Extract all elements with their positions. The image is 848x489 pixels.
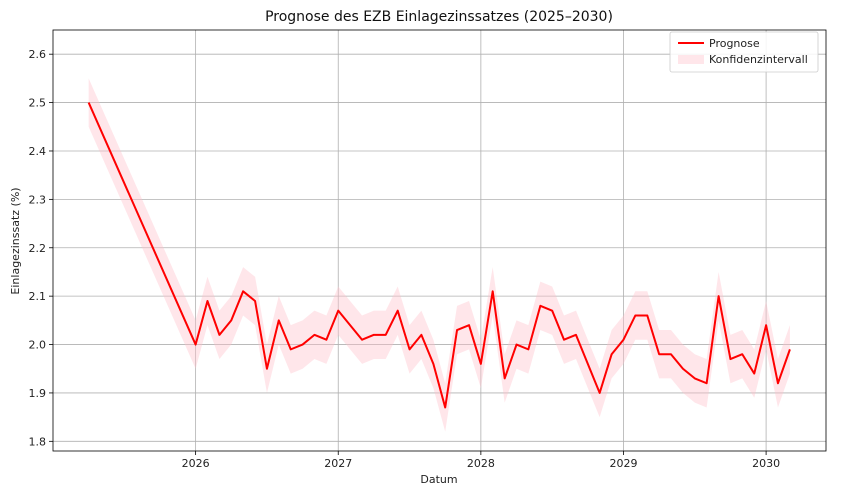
x-tick-label: 2030: [752, 457, 780, 470]
y-tick-label: 2.0: [29, 339, 47, 352]
y-tick-label: 1.8: [29, 435, 47, 448]
y-tick-label: 2.5: [29, 97, 47, 110]
y-tick-label: 2.6: [29, 48, 47, 61]
legend-label-prognose: Prognose: [709, 37, 760, 50]
plot-frame: [52, 29, 827, 452]
y-axis-ticks: 1.8 1.9 2.0 2.1 2.2 2.3 2.4 2.5 2.6: [29, 48, 53, 448]
x-tick-label: 2027: [324, 457, 352, 470]
x-tick-label: 2029: [609, 457, 637, 470]
legend: Prognose Konfidenzintervall: [669, 31, 819, 73]
legend-label-konfidenzintervall: Konfidenzintervall: [709, 53, 808, 66]
y-tick-label: 2.4: [29, 145, 47, 158]
forecast-line: [87, 102, 791, 409]
y-tick-label: 1.9: [29, 387, 47, 400]
y-tick-label: 2.3: [29, 193, 47, 206]
x-axis-ticks: 2026 2027 2028 2029 2030: [182, 451, 780, 470]
y-tick-label: 2.1: [29, 290, 47, 303]
y-tick-label: 2.2: [29, 242, 47, 255]
chart-title: Prognose des EZB Einlagezinssatzes (2025…: [265, 9, 613, 25]
confidence-band-area: [88, 78, 790, 432]
y-axis-label: Einlagezinssatz (%): [9, 187, 22, 294]
legend-box: [669, 31, 819, 73]
forecast-line-layer: [87, 102, 791, 409]
x-tick-label: 2028: [467, 457, 495, 470]
legend-band-swatch: [678, 55, 704, 64]
x-axis-label: Datum: [420, 473, 457, 486]
confidence-band: [88, 78, 790, 432]
x-tick-label: 2026: [182, 457, 210, 470]
